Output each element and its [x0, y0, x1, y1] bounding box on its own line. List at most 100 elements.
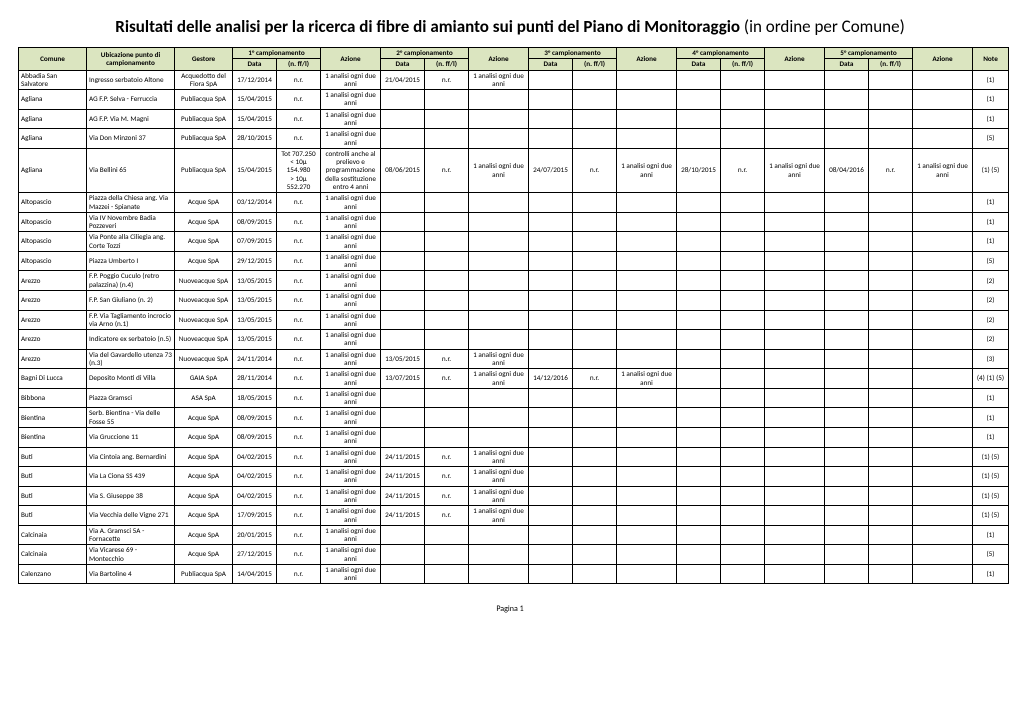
cell-note: (3) — [973, 349, 1009, 369]
cell-f5 — [869, 349, 913, 369]
cell-ubic: Via Gruccione 11 — [87, 427, 175, 447]
cell-d2: 24/11/2015 — [381, 486, 425, 506]
cell-f3 — [573, 251, 617, 271]
cell-f4 — [721, 447, 765, 467]
cell-f1: n.r. — [277, 212, 321, 232]
cell-a2 — [469, 564, 529, 584]
cell-a3 — [617, 427, 677, 447]
cell-d3 — [529, 545, 573, 565]
cell-a5 — [913, 545, 973, 565]
cell-comune: Agliana — [19, 148, 87, 192]
cell-d1: 28/10/2015 — [233, 129, 277, 149]
cell-note: (1) — [973, 525, 1009, 545]
th-camp4: 4° campionamento — [677, 48, 765, 59]
cell-d1: 08/09/2015 — [233, 212, 277, 232]
cell-d5 — [825, 564, 869, 584]
cell-a4: 1 analisi ogni due anni — [765, 148, 825, 192]
th-data4: Data — [677, 59, 721, 70]
cell-ubic: Via IV Novembre Badia Pozzeveri — [87, 212, 175, 232]
cell-gest: Acque SpA — [175, 467, 233, 487]
th-ff2: (n. ff/l) — [425, 59, 469, 70]
cell-a1: 1 analisi ogni due anni — [321, 427, 381, 447]
cell-comune: Bibbona — [19, 388, 87, 408]
cell-gest: Publiacqua SpA — [175, 564, 233, 584]
cell-a3 — [617, 506, 677, 526]
cell-f1: n.r. — [277, 291, 321, 311]
cell-d1: 17/09/2015 — [233, 506, 277, 526]
table-row: AltopascioVia IV Novembre Badia Pozzever… — [19, 212, 1009, 232]
cell-a2: 1 analisi ogni due anni — [469, 349, 529, 369]
th-camp1: 1° campionamento — [233, 48, 321, 59]
cell-d5 — [825, 408, 869, 428]
cell-d2: 24/11/2015 — [381, 447, 425, 467]
table-row: AltopascioVia Ponte alla Ciliegia ang. C… — [19, 232, 1009, 252]
cell-f4 — [721, 369, 765, 389]
cell-gest: Nuoveacque SpA — [175, 349, 233, 369]
cell-a3 — [617, 564, 677, 584]
cell-note: (5) — [973, 251, 1009, 271]
cell-f2 — [425, 232, 469, 252]
cell-d3 — [529, 232, 573, 252]
cell-d4 — [677, 90, 721, 110]
cell-f5 — [869, 467, 913, 487]
cell-f3 — [573, 212, 617, 232]
cell-comune: Arezzo — [19, 349, 87, 369]
table-row: CalcinaiaVia A. Gramsci 5A - FornacetteA… — [19, 525, 1009, 545]
cell-d3 — [529, 291, 573, 311]
cell-d4 — [677, 427, 721, 447]
cell-f3: n.r. — [573, 148, 617, 192]
cell-d3 — [529, 251, 573, 271]
cell-d1: 04/02/2015 — [233, 486, 277, 506]
cell-d4 — [677, 193, 721, 213]
cell-a5 — [913, 564, 973, 584]
cell-f1: n.r. — [277, 349, 321, 369]
cell-d5 — [825, 486, 869, 506]
cell-note: (1) (5) — [973, 467, 1009, 487]
cell-gest: Nuoveacque SpA — [175, 330, 233, 350]
th-data5: Data — [825, 59, 869, 70]
cell-a4 — [765, 369, 825, 389]
cell-d3 — [529, 388, 573, 408]
cell-a4 — [765, 388, 825, 408]
cell-note: (1) — [973, 232, 1009, 252]
cell-d3 — [529, 109, 573, 129]
cell-a5 — [913, 70, 973, 90]
cell-a5 — [913, 427, 973, 447]
cell-ubic: Via La Ciona SS 439 — [87, 467, 175, 487]
cell-f4 — [721, 427, 765, 447]
cell-f3 — [573, 193, 617, 213]
cell-a5 — [913, 251, 973, 271]
cell-gest: Acque SpA — [175, 232, 233, 252]
cell-f3 — [573, 310, 617, 330]
cell-note: (2) — [973, 310, 1009, 330]
cell-a4 — [765, 330, 825, 350]
th-ff1: (n. ff/l) — [277, 59, 321, 70]
cell-a5 — [913, 388, 973, 408]
cell-a5 — [913, 310, 973, 330]
cell-a1: 1 analisi ogni due anni — [321, 232, 381, 252]
cell-d5 — [825, 388, 869, 408]
cell-d5: 08/04/2016 — [825, 148, 869, 192]
cell-d5 — [825, 427, 869, 447]
cell-f3 — [573, 545, 617, 565]
cell-comune: Agliana — [19, 129, 87, 149]
cell-a4 — [765, 232, 825, 252]
cell-f3 — [573, 129, 617, 149]
cell-a3 — [617, 70, 677, 90]
page-title: Risultati delle analisi per la ricerca d… — [18, 16, 1002, 37]
cell-d1: 08/09/2015 — [233, 408, 277, 428]
cell-a4 — [765, 506, 825, 526]
cell-d4 — [677, 129, 721, 149]
cell-f2 — [425, 310, 469, 330]
cell-a4 — [765, 251, 825, 271]
cell-d2 — [381, 109, 425, 129]
cell-comune: Altopascio — [19, 251, 87, 271]
table-row: Bagni Di LuccaDeposito Monti di VillaGAI… — [19, 369, 1009, 389]
cell-gest: Publiacqua SpA — [175, 129, 233, 149]
cell-a1: 1 analisi ogni due anni — [321, 564, 381, 584]
cell-f3 — [573, 349, 617, 369]
cell-d3 — [529, 506, 573, 526]
cell-ubic: F.P. Poggio Cuculo (retro palazzina) (n.… — [87, 271, 175, 291]
cell-gest: Publiacqua SpA — [175, 90, 233, 110]
cell-f2 — [425, 90, 469, 110]
